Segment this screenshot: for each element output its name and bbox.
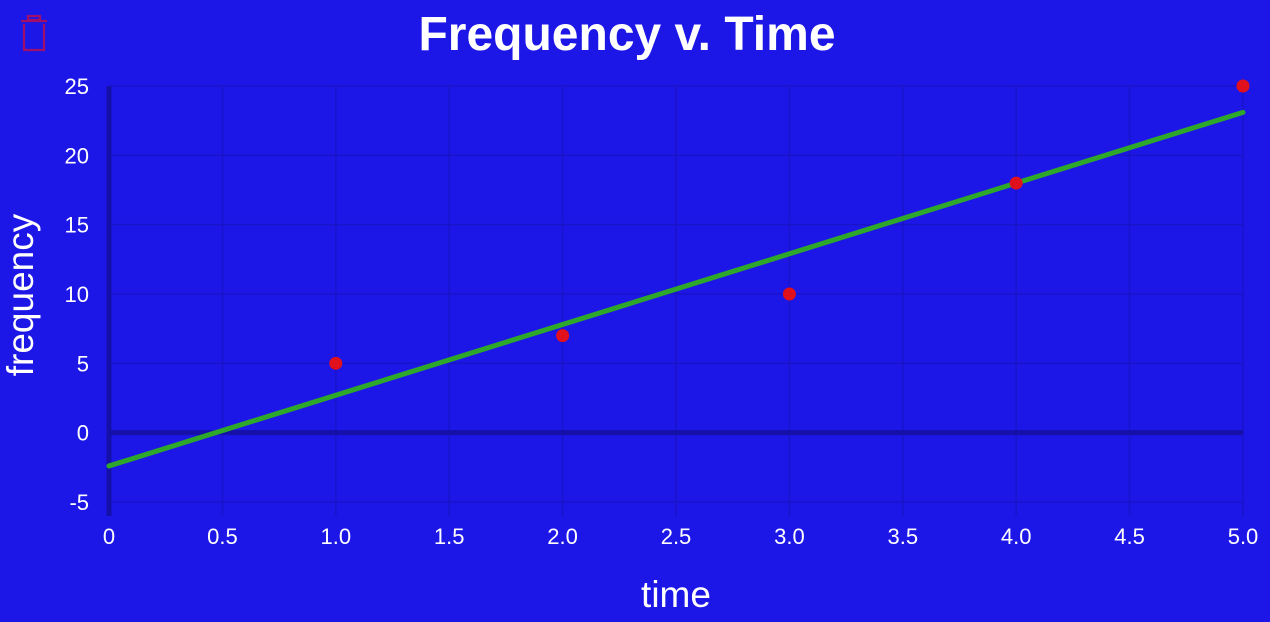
axes [106,86,1243,516]
x-tick-label: 2.5 [661,524,692,549]
x-tick-label: 4.0 [1001,524,1032,549]
x-tick-label: 4.5 [1114,524,1145,549]
y-tick-label: 0 [77,421,89,446]
y-tick-label: 15 [65,213,89,238]
y-tick-label: 10 [65,282,89,307]
data-point [329,356,343,370]
data-point [556,329,570,343]
x-tick-label: 5.0 [1228,524,1259,549]
trash-icon [21,14,47,52]
data-point [782,287,796,301]
data-points [329,79,1250,370]
x-tick-label: 0 [103,524,115,549]
y-tick-label: 25 [65,74,89,99]
x-axis-label: time [641,574,711,615]
chart-title: Frequency v. Time [418,8,835,61]
x-tick-label: 1.5 [434,524,465,549]
tick-labels: -5 0 5 10 15 20 25 0 0.5 1.0 1.5 2.0 2.5 3.0 3.5 4.0 4.5… [65,74,1259,549]
delete-chart-button[interactable] [18,14,50,54]
x-tick-label: 2.0 [547,524,578,549]
y-axis-label: frequency [0,213,41,376]
x-tick-label: 3.5 [888,524,919,549]
y-tick-label: 5 [77,351,89,376]
data-point [1009,176,1023,190]
y-tick-label: -5 [69,490,89,515]
trend-line [106,109,1246,469]
y-tick-label: 20 [65,143,89,168]
trend-line-layer [106,109,1246,469]
data-point [1236,79,1250,93]
x-tick-label: 1.0 [321,524,352,549]
grid [109,85,1244,516]
x-tick-label: 3.0 [774,524,805,549]
x-tick-label: 0.5 [207,524,238,549]
